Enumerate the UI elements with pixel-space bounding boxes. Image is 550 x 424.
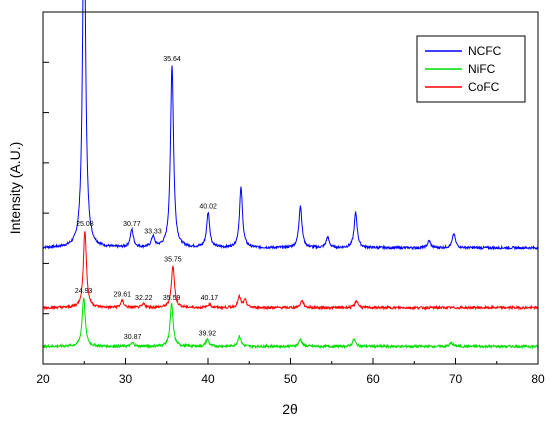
legend-label-cofc: CoFC [468, 80, 500, 94]
peak-label: 40.17 [201, 295, 219, 302]
peak-label: 32.22 [135, 295, 153, 302]
x-tick-label: 20 [36, 372, 50, 386]
peak-label: 35.75 [164, 256, 182, 263]
series-line-ncfc [42, 0, 539, 251]
peak-label: 30.77 [123, 221, 141, 228]
x-axis: 20 30 40 50 60 70 80 [36, 358, 545, 386]
legend: NCFC NiFC CoFC [416, 35, 526, 103]
series-line-nifc [42, 297, 539, 350]
peak-label: 35.64 [163, 56, 181, 63]
x-axis-title: 2θ [282, 401, 298, 417]
peak-label: 35.59 [163, 295, 181, 302]
series-layer [42, 0, 539, 350]
peak-label: 39.92 [199, 330, 217, 337]
legend-label-nifc: NiFC [468, 62, 496, 76]
peak-label-layer: 24.9830.7733.3335.6440.0224.9330.8735.59… [75, 56, 219, 341]
x-tick-label: 60 [366, 372, 380, 386]
x-tick-label: 50 [284, 372, 298, 386]
peak-label: 25.08 [76, 221, 94, 228]
x-tick-label: 40 [201, 372, 215, 386]
x-tick-label: 80 [531, 372, 545, 386]
peak-label: 33.33 [144, 228, 162, 235]
legend-label-ncfc: NCFC [468, 44, 502, 58]
series-line-cofc [42, 231, 539, 311]
peak-label: 29.61 [114, 292, 132, 299]
x-tick-label: 30 [119, 372, 133, 386]
y-axis-title: Intensity (A.U.) [7, 142, 23, 235]
x-tick-label: 70 [449, 372, 463, 386]
peak-label: 40.02 [199, 204, 217, 211]
peak-label: 30.87 [124, 334, 142, 341]
y-axis [43, 61, 49, 315]
peak-label: 24.93 [75, 288, 93, 295]
